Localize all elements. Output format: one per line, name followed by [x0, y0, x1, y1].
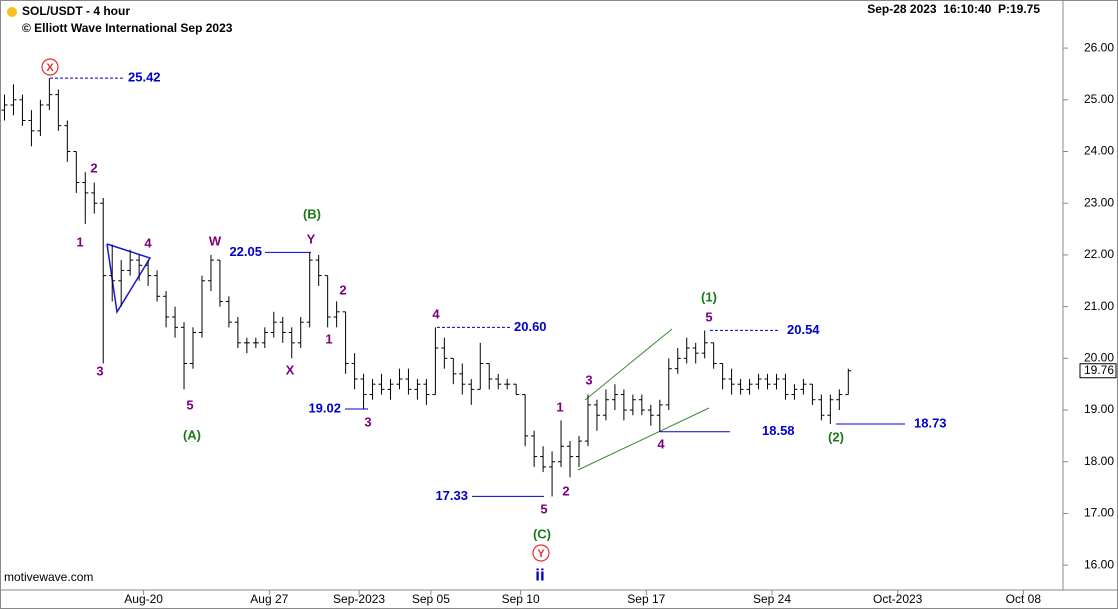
chart-title: SOL/USDT - 4 hour — [22, 4, 130, 18]
level-label: 20.54 — [787, 322, 820, 337]
wave-label: Y — [537, 548, 545, 560]
last-price-box — [1079, 363, 1117, 379]
x-tick-label: Sep 10 — [502, 592, 540, 606]
y-tick-label: 17.00 — [1084, 506, 1114, 520]
channel-upper — [584, 328, 673, 401]
wave-circle — [41, 58, 59, 76]
y-tick-label: 16.00 — [1084, 557, 1114, 571]
level-label: 18.58 — [762, 423, 795, 438]
wave-label: 1 — [556, 399, 563, 414]
x-tick-label: Aug 27 — [250, 592, 288, 606]
wave-label: Y — [307, 231, 316, 246]
wave-label: 4 — [432, 306, 440, 321]
y-tick-label: 25.00 — [1084, 92, 1114, 106]
wave-label: 2 — [562, 483, 569, 498]
status-dot — [7, 7, 17, 17]
wave-label: 5 — [540, 501, 547, 516]
channel-lower — [577, 407, 710, 471]
wave-label: (A) — [183, 427, 201, 442]
x-tick-label: Aug-20 — [124, 592, 163, 606]
last-price-label: 19.76 — [1084, 363, 1114, 377]
level-label: 20.60 — [514, 319, 547, 334]
y-tick-label: 21.00 — [1084, 299, 1114, 313]
wave-label: (2) — [828, 429, 844, 444]
level-label: 19.02 — [308, 400, 341, 415]
wave-label: 2 — [90, 160, 97, 175]
watermark: motivewave.com — [4, 570, 93, 584]
wave-label: W — [209, 233, 222, 248]
wave-label: 3 — [585, 372, 592, 387]
y-tick-label: 18.00 — [1084, 454, 1114, 468]
wave-label: 5 — [705, 309, 712, 324]
x-tick-label: Sep 17 — [627, 592, 665, 606]
chart-subtitle: © Elliott Wave International Sep 2023 — [22, 21, 233, 35]
wave-label: 1 — [76, 234, 83, 249]
wave-label: X — [286, 362, 295, 377]
level-label: 22.05 — [229, 244, 262, 259]
y-tick-label: 22.00 — [1084, 247, 1114, 261]
wave-label: 3 — [364, 414, 371, 429]
y-tick-label: 26.00 — [1084, 40, 1114, 54]
wave-label: (C) — [533, 526, 551, 541]
x-tick-label: Sep 05 — [412, 592, 450, 606]
level-label: 17.33 — [435, 488, 468, 503]
level-label: 25.42 — [128, 70, 161, 85]
y-tick-label: 19.00 — [1084, 402, 1114, 416]
wave-label: ii — [535, 565, 544, 584]
wave-label: 5 — [186, 397, 193, 412]
wave-label: 2 — [339, 282, 346, 297]
wave-label: (1) — [701, 289, 717, 304]
y-tick-label: 23.00 — [1084, 195, 1114, 209]
y-tick-label: 24.00 — [1084, 144, 1114, 158]
wave-label: 4 — [144, 235, 152, 250]
wave-label: (B) — [303, 206, 321, 221]
x-tick-label: Sep 24 — [753, 592, 791, 606]
level-label: 18.73 — [914, 415, 947, 430]
x-tick-label: Oct-2023 — [873, 592, 923, 606]
status-text: Sep-28 2023 16:10:40 P:19.75 — [867, 2, 1040, 16]
wave-label: X — [46, 62, 54, 74]
wave-circle — [532, 544, 550, 562]
wave-label: 3 — [96, 363, 103, 378]
wave-label: 1 — [325, 331, 332, 346]
wave-label: 4 — [657, 436, 665, 451]
x-tick-label: Sep-2023 — [333, 592, 385, 606]
y-tick-label: 20.00 — [1084, 351, 1114, 365]
x-tick-label: Oct 08 — [1006, 592, 1042, 606]
